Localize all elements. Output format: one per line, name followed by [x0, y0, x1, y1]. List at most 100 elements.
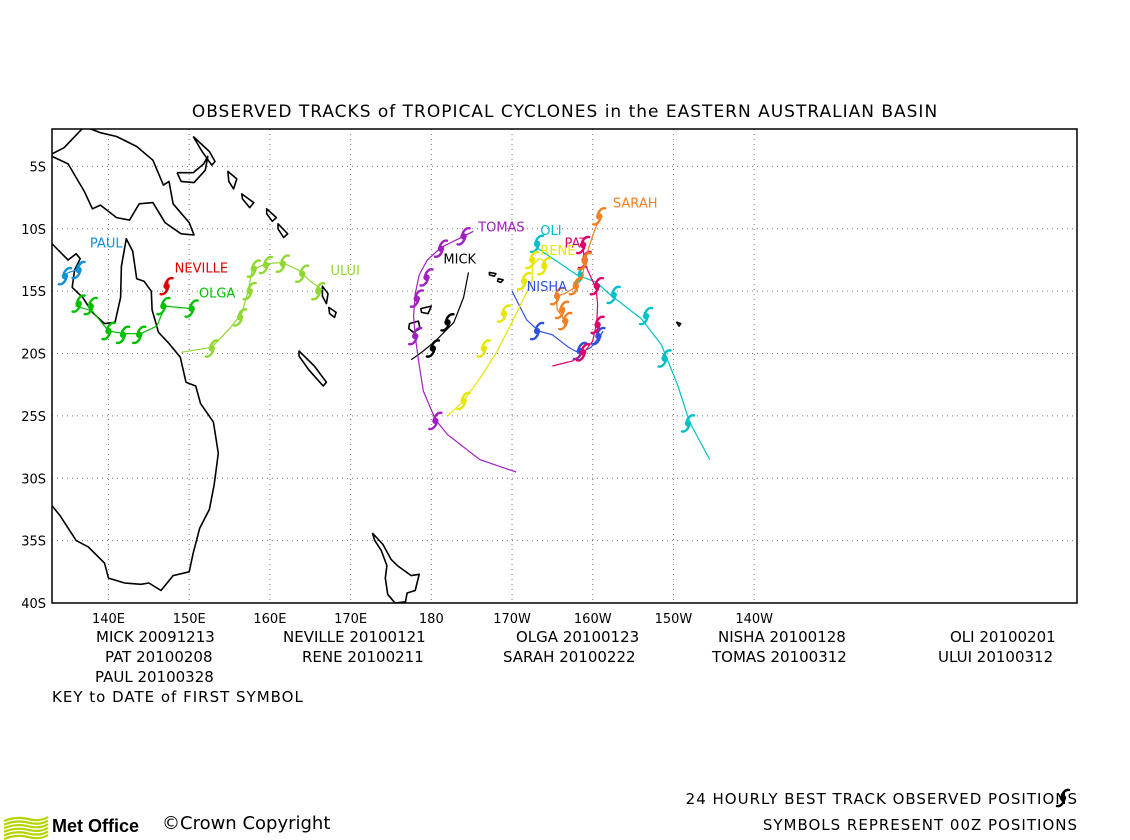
- lat-tick-label: 40S: [21, 597, 46, 612]
- key-entry-pat: PAT 20100208: [105, 648, 213, 666]
- track-symbol-tomas: [408, 326, 423, 346]
- track-symbol-sarah: [568, 276, 583, 296]
- coastline-new-zealand-north: [371, 532, 420, 603]
- track-symbol-ului: [232, 308, 248, 327]
- lon-tick-label: 160W: [574, 612, 612, 627]
- key-entry-rene: RENE 20100211: [302, 648, 424, 666]
- grid-lines: [52, 129, 1077, 603]
- key-entry-name: ULUI: [938, 648, 972, 666]
- cyclone-tracks: [57, 206, 711, 473]
- coastline-samoa-2: [496, 277, 504, 284]
- key-entry-name: PAT: [105, 648, 132, 666]
- coastline-solomon-1: [227, 170, 238, 190]
- lon-tick-label: 150W: [655, 612, 693, 627]
- track-symbol-olga: [156, 296, 171, 316]
- key-entry-paul: PAUL 20100328: [95, 668, 214, 686]
- track-symbol-pat: [575, 342, 591, 362]
- map-frame: [51, 128, 1078, 604]
- lat-tick-label: 35S: [21, 535, 46, 550]
- logo-wave: [3, 826, 49, 833]
- track-symbol-nisha: [529, 321, 545, 341]
- track-symbol-olga: [71, 294, 86, 313]
- coastline-fiji-2: [420, 305, 433, 315]
- lat-tick-label: 30S: [21, 472, 46, 487]
- track-symbol-olga: [184, 299, 199, 318]
- coastline-australia: [52, 238, 220, 592]
- key-entry-date: 20100222: [559, 648, 636, 666]
- footer-line-2: SYMBOLS REPRESENT 00Z POSITIONS: [762, 816, 1078, 834]
- key-entry-name: TOMAS: [712, 648, 766, 666]
- lat-tick-label: 25S: [21, 410, 46, 425]
- track-symbol-ului: [258, 255, 274, 275]
- copyright-text: ©Crown Copyright: [162, 813, 331, 834]
- track-symbol-nisha: [591, 326, 606, 346]
- track-symbol-oli: [529, 234, 545, 254]
- track-symbol-rene: [537, 256, 552, 276]
- key-entry-date: 20100121: [349, 628, 426, 646]
- key-entry-date: 20100128: [769, 628, 846, 646]
- lon-tick-label: 150E: [173, 612, 206, 627]
- track-symbol-rene: [476, 339, 491, 358]
- track-symbol-tomas: [419, 268, 434, 287]
- track-oli: [535, 247, 711, 460]
- logo-wave: [3, 823, 49, 830]
- key-entry-name: SARAH: [503, 648, 555, 666]
- track-symbol-paul: [57, 266, 73, 286]
- track-label-sarah: SARAH: [613, 197, 658, 212]
- coastline-solomon-4: [277, 223, 289, 239]
- coastline-new-ireland: [192, 135, 216, 166]
- track-label-olga: OLGA: [199, 286, 236, 301]
- track-symbol-olga: [101, 321, 116, 341]
- key-entry-date: 20100201: [979, 628, 1056, 646]
- lat-tick-label: 10S: [21, 223, 46, 238]
- footer-symbol-mark: [1055, 788, 1071, 808]
- logo-wave: [3, 819, 49, 826]
- cyclone-symbol-icon: [1055, 788, 1071, 808]
- coastline-vanuatu-2: [328, 306, 337, 319]
- track-symbol-sarah: [577, 251, 592, 271]
- track-symbol-neville: [159, 276, 174, 296]
- track-symbol-sarah: [592, 206, 607, 226]
- track-symbol-sarah: [550, 286, 565, 306]
- track-symbol-rene: [456, 391, 471, 411]
- key-entry-neville: NEVILLE 20100121: [283, 628, 426, 646]
- track-label-tomas: TOMAS: [477, 220, 525, 235]
- coastline-tahiti: [675, 321, 682, 327]
- coastline-new-britain: [176, 155, 209, 184]
- track-symbol-tomas: [456, 226, 471, 246]
- track-label-nisha: NISHA: [527, 280, 568, 295]
- lat-tick-label: 20S: [21, 348, 46, 363]
- coastline-samoa-1: [488, 271, 497, 277]
- track-symbol-pat: [575, 235, 591, 255]
- coastline-new-guinea: [52, 129, 195, 236]
- key-entry-sarah: SARAH 20100222: [503, 648, 636, 666]
- lon-tick-label: 140E: [92, 612, 125, 627]
- axis-tick-labels: 140E 150E 160E 170E 180 170W 160W 150W 140W 5S 10S…: [21, 160, 773, 627]
- logo-wave: [3, 834, 49, 840]
- key-entry-oli: OLI 20100201: [950, 628, 1056, 646]
- track-symbol-tomas: [409, 289, 424, 308]
- track-symbol-olga: [115, 325, 131, 345]
- key-entry-name: PAUL: [95, 668, 133, 686]
- track-label-oli: OLI: [540, 224, 561, 239]
- logo-text: Met Office: [52, 815, 140, 836]
- track-symbol-mick: [425, 339, 441, 358]
- key-entry-date: 20100123: [562, 628, 640, 646]
- track-symbol-ului: [295, 264, 310, 284]
- track-symbol-olga: [83, 296, 98, 316]
- track-symbol-oli: [657, 349, 672, 368]
- track-label-neville: NEVILLE: [175, 261, 228, 276]
- met-office-logo-icon: [3, 816, 49, 840]
- key-entry-date: 20100208: [136, 648, 213, 666]
- track-pat: [552, 247, 599, 367]
- footer-line-1: 24 HOURLY BEST TRACK OBSERVED POSITIONS: [685, 790, 1078, 808]
- lon-tick-label: 170W: [493, 612, 531, 627]
- track-symbol-tomas: [433, 239, 449, 259]
- met-office-logo: Met Office: [2, 812, 139, 840]
- lon-tick-label: 160E: [253, 612, 286, 627]
- key-entry-date: 20091213: [138, 628, 215, 646]
- track-symbol-rene: [525, 250, 540, 270]
- track-symbol-rene: [516, 271, 532, 291]
- key-entry-name: OLGA: [516, 628, 559, 646]
